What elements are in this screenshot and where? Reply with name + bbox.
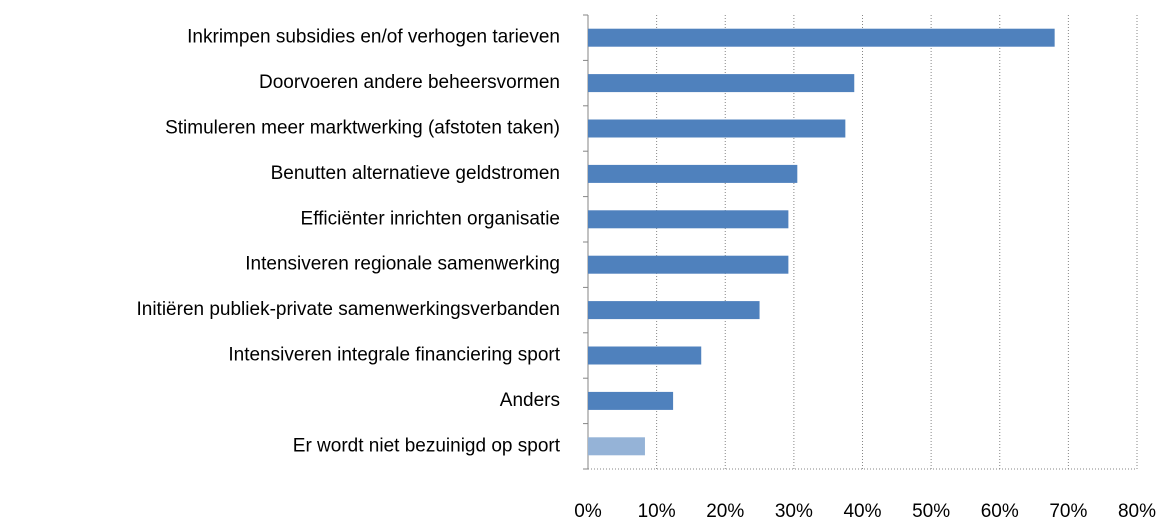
x-tick-label: 40% [843, 501, 881, 522]
bar [588, 74, 855, 93]
bar [588, 391, 674, 410]
bar [588, 28, 1055, 47]
y-tick-label: Doorvoeren andere beheersvormen [259, 72, 560, 93]
y-tick-label: Er wordt niet bezuinigd op sport [293, 435, 561, 456]
y-tick-label: Stimuleren meer marktwerking (afstoten t… [165, 118, 560, 139]
y-tick-label: Intensiveren regionale samenwerking [245, 254, 560, 275]
y-tick-label: Efficiënter inrichten organisatie [301, 208, 560, 229]
bar [588, 255, 789, 274]
y-tick-label: Inkrimpen subsidies en/of verhogen tarie… [187, 27, 560, 48]
x-tick-label: 20% [706, 501, 744, 522]
y-tick-label: Anders [500, 390, 560, 411]
bar [588, 346, 702, 365]
y-tick-label: Intensiveren integrale financiering spor… [228, 345, 560, 366]
x-tick-label: 50% [912, 501, 950, 522]
x-tick-label: 10% [638, 501, 676, 522]
x-tick-label: 70% [1049, 501, 1087, 522]
bar [588, 210, 789, 229]
x-tick-label: 60% [981, 501, 1019, 522]
y-tick-label: Initiëren publiek-private samenwerkingsv… [136, 299, 560, 320]
x-tick-label: 0% [574, 501, 602, 522]
x-tick-label: 80% [1118, 501, 1156, 522]
bar [588, 437, 645, 456]
bar [588, 301, 760, 320]
bar [588, 119, 846, 138]
y-tick-label: Benutten alternatieve geldstromen [271, 163, 560, 184]
x-tick-label: 30% [775, 501, 813, 522]
bar [588, 164, 798, 183]
